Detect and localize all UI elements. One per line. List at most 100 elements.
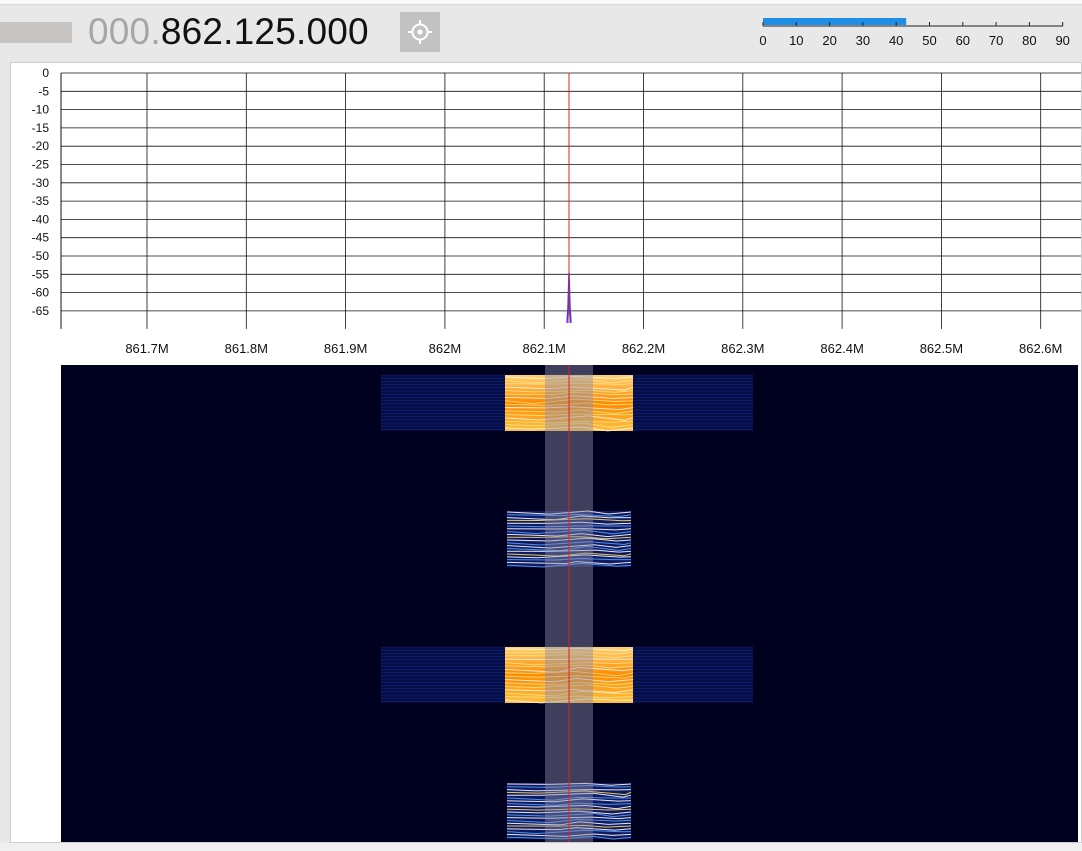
waterfall-display[interactable] <box>61 365 1078 842</box>
spectrum-x-tick-label: 861.9M <box>324 341 367 356</box>
signal-meter-tick-label: 70 <box>989 33 1003 48</box>
frequency-prefix: 000. <box>88 11 161 52</box>
signal-meter-tick-label: 0 <box>759 33 766 48</box>
waterfall-burst-line <box>504 420 634 424</box>
waterfall-burst-line <box>506 536 632 540</box>
spectrum-y-tick-label: -25 <box>32 158 50 172</box>
crosshair-icon <box>408 20 432 44</box>
waterfall-burst-line <box>504 382 634 385</box>
spectrum-y-tick-label: 0 <box>42 66 49 80</box>
waterfall-burst-line <box>506 537 632 542</box>
spectrum-x-tick-label: 862.2M <box>622 341 665 356</box>
signal-meter-graphic: 0 10 20 30 40 50 60 70 80 90 <box>759 18 1070 48</box>
waterfall-burst-line <box>504 691 634 697</box>
gain-slider[interactable] <box>0 22 72 43</box>
waterfall-burst-line <box>506 827 632 831</box>
frequency-display[interactable]: 000.862.125.000 <box>88 10 369 54</box>
bottom-edge <box>0 843 1082 851</box>
spectrum-x-tick-label: 861.8M <box>225 341 268 356</box>
waterfall-burst-line <box>506 829 632 835</box>
waterfall-burst-line <box>506 782 632 786</box>
waterfall-burst-line <box>506 554 632 559</box>
signal-meter-tick-label: 90 <box>1055 33 1069 48</box>
waterfall-burst-line <box>506 558 632 561</box>
waterfall-burst-line <box>506 561 632 565</box>
waterfall-burst-line <box>506 552 632 557</box>
spectrum-x-tick-label: 862.3M <box>721 341 764 356</box>
spectrum-y-tick-label: -15 <box>32 121 50 135</box>
waterfall-burst-line <box>504 698 634 704</box>
waterfall-burst-line <box>506 549 632 553</box>
waterfall-burst-line <box>506 824 632 828</box>
spectrum-x-tick-label: 862M <box>429 341 462 356</box>
top-border <box>0 0 1082 5</box>
waterfall-burst-line <box>506 816 632 820</box>
waterfall-burst-line <box>504 662 634 666</box>
waterfall-burst-line <box>506 515 632 521</box>
waterfall-burst-line <box>504 422 634 428</box>
waterfall-burst-line <box>506 528 632 531</box>
waterfall-burst-line <box>504 389 634 393</box>
waterfall-burst-line <box>506 541 632 546</box>
waterfall-burst-line <box>504 409 634 414</box>
waterfall-burst-line <box>504 664 634 669</box>
waterfall-burst-line <box>506 784 632 788</box>
waterfall-burst-line <box>504 376 634 380</box>
spectrum-y-tick-label: -60 <box>32 286 50 300</box>
spectrum-y-tick-label: -10 <box>32 103 50 117</box>
spectrum-x-tick-label: 862.4M <box>820 341 863 356</box>
spectrum-y-tick-label: -5 <box>38 84 49 98</box>
signal-meter-tick-label: 20 <box>822 33 836 48</box>
waterfall-left-margin <box>11 365 61 842</box>
waterfall-burst-line <box>506 525 632 528</box>
waterfall-burst-line <box>504 670 634 677</box>
waterfall-burst-line <box>504 426 634 432</box>
waterfall-burst-line <box>506 833 632 837</box>
spectrum-y-tick-label: -40 <box>32 212 50 226</box>
waterfall-burst-line <box>504 398 634 405</box>
spectrum-x-tick-label: 861.7M <box>125 341 168 356</box>
waterfall-burst-line <box>504 651 634 655</box>
waterfall-burst-line <box>504 379 634 384</box>
waterfall-burst-line <box>504 402 634 406</box>
waterfall-burst-line <box>504 413 634 417</box>
spectrum-x-tick-label: 862.6M <box>1019 341 1062 356</box>
waterfall-burst-line <box>506 792 632 798</box>
waterfall-burst-line <box>506 818 632 824</box>
waterfall-burst-line <box>506 812 632 818</box>
waterfall-burst-line <box>504 647 634 652</box>
signal-meter-tick-label: 10 <box>789 33 803 48</box>
signal-meter-tick-label: 50 <box>922 33 936 48</box>
spectrum-y-tick-label: -30 <box>32 176 50 190</box>
spectrum-waterfall-panel[interactable]: 0 -5 -10 -15 -20 -25 -30 -35 -40 -45 -50 -55 -60 -65 … <box>10 62 1082 843</box>
waterfall-burst-line <box>506 544 632 549</box>
waterfall-burst-line <box>504 675 634 679</box>
waterfall-burst-line <box>506 529 632 535</box>
waterfall-burst-line <box>504 684 634 689</box>
waterfall-burst-line <box>506 533 632 538</box>
spectrum-y-tick-label: -55 <box>32 267 50 281</box>
spectrum-y-tick-label: -50 <box>32 249 50 263</box>
spectrum-plot[interactable]: 0-5-10-15-20-25-30-35-40-45-50-55-60-65 … <box>11 63 1081 363</box>
waterfall-burst-line <box>506 835 632 840</box>
waterfall-burst-line <box>506 821 632 826</box>
waterfall-burst-line <box>506 521 632 525</box>
waterfall-burst-line <box>504 415 634 421</box>
signal-meter-bar <box>763 18 907 25</box>
signal-meter-tick-label: 30 <box>856 33 870 48</box>
spectrum-y-tick-label: -20 <box>32 139 50 153</box>
waterfall-burst-line <box>504 406 634 410</box>
waterfall-burst-line <box>504 391 634 396</box>
waterfall-burst-line <box>506 562 632 568</box>
signal-meter-tick-label: 80 <box>1022 33 1036 48</box>
waterfall-burst-line <box>506 518 632 522</box>
signal-meter: 0 10 20 30 40 50 60 70 80 90 <box>758 14 1078 54</box>
waterfall-burst-line <box>506 796 632 801</box>
waterfall-burst-line <box>506 510 632 515</box>
waterfall-burst-line <box>506 804 632 810</box>
center-frequency-button[interactable] <box>400 12 440 52</box>
waterfall-burst-line <box>504 689 634 694</box>
waterfall-burst-line <box>506 802 632 806</box>
spectrum-y-tick-label: -45 <box>32 231 50 245</box>
signal-meter-tick-label: 60 <box>956 33 970 48</box>
